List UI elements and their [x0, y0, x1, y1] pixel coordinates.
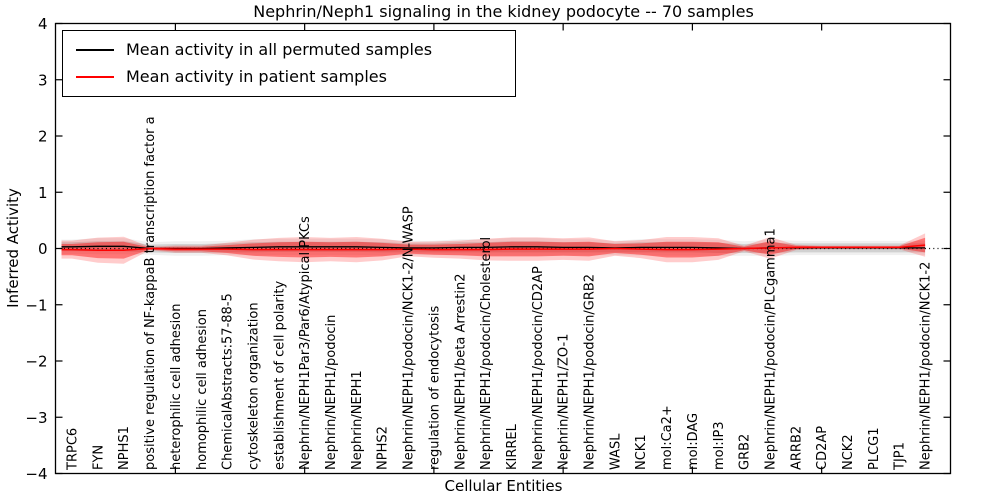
- x-tick-label: PLCG1: [867, 427, 882, 470]
- x-tick-label: ARRB2: [789, 426, 804, 470]
- x-tick-label: Nephrin/NEPH1/podocin/NCK1-2/N-WASP: [402, 206, 417, 470]
- plot-border: [54, 22, 952, 475]
- x-tick-label: KIRREL: [505, 423, 520, 470]
- x-tick-label: NPHS1: [117, 426, 132, 470]
- legend-line-red-icon: [76, 76, 114, 78]
- x-tick-label: FYN: [91, 445, 106, 470]
- chart-title: Nephrin/Neph1 signaling in the kidney po…: [253, 2, 754, 21]
- y-tick-label: 4: [38, 15, 48, 33]
- x-tick-label: Nephrin/NEPH1/podocin: [324, 315, 339, 470]
- x-axis-label: Cellular Entities: [444, 477, 563, 495]
- x-tick-label: NCK2: [841, 434, 856, 470]
- x-tick-label: homophilic cell adhesion: [195, 309, 210, 470]
- x-tick-label: ChemicalAbstracts:57-88-5: [221, 293, 236, 470]
- x-tick-label: Nephrin/NEPH1/podocin/Cholesterol: [479, 237, 494, 470]
- x-tick-label: NPHS2: [376, 426, 391, 470]
- x-tick-label: CD2AP: [815, 426, 830, 470]
- legend-label-permuted: Mean activity in all permuted samples: [126, 40, 433, 59]
- x-tick-label: regulation of endocytosis: [427, 305, 442, 470]
- y-tick-label: 1: [38, 184, 48, 202]
- x-tick-label: NCK1: [634, 434, 649, 470]
- legend-label-patient: Mean activity in patient samples: [126, 67, 387, 86]
- x-tick-label: Nephrin/NEPH1/podocin/PLCgamma1: [764, 228, 779, 470]
- x-tick-label: establishment of cell polarity: [272, 281, 287, 470]
- x-tick-label: mol:IP3: [712, 421, 727, 470]
- x-tick-label: cytoskeleton organization: [247, 302, 262, 470]
- x-tick-label: WASL: [608, 433, 623, 470]
- patient-mean-line: [61, 244, 926, 251]
- x-tick-label: Nephrin/NEPH1Par3/Par6/Atypical PKCs: [298, 216, 313, 470]
- x-tick-label: GRB2: [738, 434, 753, 470]
- x-tick-label: Nephrin/NEPH1/podocin/CD2AP: [531, 266, 546, 470]
- y-tick-label: −4: [25, 465, 47, 483]
- x-tick-label: heterophilic cell adhesion: [169, 304, 184, 471]
- legend-item-permuted: Mean activity in all permuted samples: [76, 42, 515, 58]
- y-tick-label: 0: [38, 240, 48, 258]
- x-tick-label: Nephrin/NEPH1/podocin/GRB2: [583, 274, 598, 470]
- x-tick-label: mol:DAG: [686, 413, 701, 470]
- x-tick-label: TJP1: [893, 442, 908, 471]
- y-tick-label: 3: [38, 71, 48, 89]
- y-tick-label: −2: [25, 353, 47, 371]
- x-tick-label: TRPC6: [66, 428, 81, 471]
- x-tick-label: Nephrin/NEPH1/beta Arrestin2: [453, 274, 468, 471]
- y-tick-label: −3: [25, 409, 47, 427]
- x-tick-label: Nephrin/NEPH1/ZO-1: [557, 334, 572, 470]
- x-tick-label: Nephrin/NEPH1: [350, 370, 365, 470]
- x-tick-label: mol:Ca2+: [660, 405, 675, 470]
- legend-line-black-icon: [76, 49, 114, 51]
- legend-item-patient: Mean activity in patient samples: [76, 69, 515, 85]
- y-tick-label: 2: [38, 128, 48, 146]
- x-tick-label: positive regulation of NF-kappaB transcr…: [143, 116, 158, 470]
- legend: Mean activity in all permuted samples Me…: [62, 30, 516, 97]
- x-tick-label: Nephrin/NEPH1/podocin/NCK1-2: [919, 262, 934, 470]
- y-tick-label: −1: [25, 296, 47, 314]
